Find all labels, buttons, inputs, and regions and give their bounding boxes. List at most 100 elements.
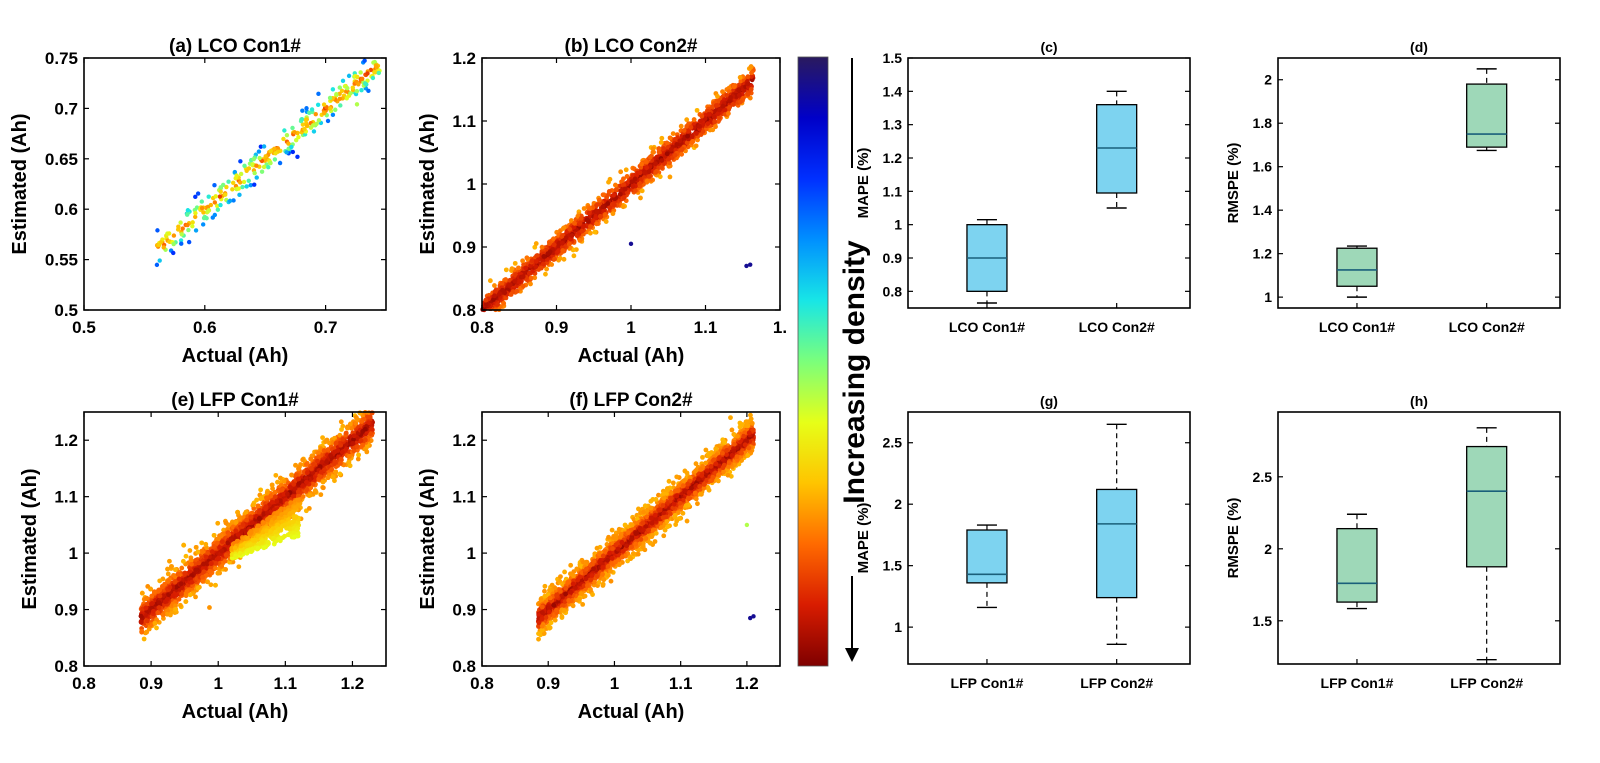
scatter-point <box>215 570 221 576</box>
scatter-point <box>528 275 534 281</box>
scatter-point <box>705 121 711 127</box>
scatter-point <box>606 189 612 194</box>
scatter-point <box>256 523 262 529</box>
scatter-point <box>275 146 281 151</box>
scatter-point <box>355 74 360 80</box>
scatter-point <box>586 210 592 216</box>
scatter-point <box>169 564 174 569</box>
scatter-point <box>304 106 309 111</box>
scatter-point <box>162 581 168 587</box>
scatter-point <box>213 582 218 588</box>
scatter-point <box>152 620 158 626</box>
scatter-point <box>512 260 518 266</box>
scatter-point <box>726 85 732 91</box>
scatter-point <box>264 510 270 516</box>
scatter-point <box>138 619 144 625</box>
scatter-point <box>275 511 280 517</box>
scatter-point <box>165 571 171 577</box>
scatter-point <box>232 545 238 551</box>
scatter-point <box>588 224 593 230</box>
scatter-point <box>316 118 322 123</box>
scatter-point <box>503 295 509 301</box>
scatter-point <box>273 472 279 478</box>
scatter-point <box>316 454 322 460</box>
scatter-point <box>337 96 343 101</box>
scatter-point <box>289 144 294 150</box>
scatter-point <box>681 128 687 133</box>
scatter-point <box>327 95 333 101</box>
scatter-point <box>623 167 629 173</box>
scatter-point <box>272 157 278 162</box>
scatter-point <box>694 131 699 136</box>
scatter-point <box>193 594 198 600</box>
scatter-point <box>346 73 352 79</box>
scatter-point <box>711 113 717 119</box>
scatter-point <box>286 141 291 146</box>
scatter-point <box>358 438 364 443</box>
scatter-point <box>259 169 265 174</box>
scatter-point <box>255 503 261 509</box>
scatter-point <box>282 533 288 539</box>
scatter-point <box>296 497 301 503</box>
scatter-point <box>566 241 572 247</box>
scatter-point <box>179 565 185 571</box>
scatter-panel-f: 0.8 0.9 1 1.1 1.20.80.911.11.2(f) LFP Con2#A… <box>417 390 781 723</box>
scatter-point <box>581 206 587 211</box>
scatter-point <box>612 182 618 188</box>
scatter-point <box>164 611 170 617</box>
scatter-point <box>310 123 316 128</box>
scatter-point <box>667 174 673 180</box>
scatter-point <box>314 121 319 127</box>
scatter-point <box>699 113 705 119</box>
scatter-point <box>309 107 315 112</box>
scatter-point <box>290 509 296 515</box>
scatter-point <box>684 123 690 129</box>
x-tick-label: 1.2 <box>341 674 365 693</box>
scatter-point <box>642 170 648 176</box>
scatter-point <box>199 206 205 211</box>
scatter-point <box>165 566 170 572</box>
scatter-point <box>587 230 593 236</box>
scatter-point <box>193 214 198 220</box>
scatter-point <box>330 87 336 92</box>
scatter-point <box>193 228 199 233</box>
scatter-point <box>526 270 532 276</box>
scatter-point <box>144 629 150 635</box>
scatter-point <box>720 103 726 109</box>
scatter-point <box>288 500 294 506</box>
scatter-point <box>333 107 338 112</box>
scatter-point <box>639 188 645 194</box>
scatter-point <box>155 610 161 616</box>
scatter-point <box>620 204 626 210</box>
scatter-point <box>567 226 573 232</box>
scatter-point <box>261 545 267 551</box>
scatter-point <box>258 144 264 149</box>
scatter-point <box>196 560 202 566</box>
scatter-point <box>236 564 242 570</box>
scatter-point <box>218 189 223 194</box>
scatter-point <box>252 170 257 176</box>
scatter-point <box>320 435 325 441</box>
scatter-point <box>321 448 327 453</box>
scatter-point <box>560 226 566 231</box>
scatter-point <box>261 164 267 170</box>
scatter-point <box>228 537 234 543</box>
scatter-point <box>624 173 630 179</box>
scatter-point <box>187 548 193 553</box>
scatter-point <box>528 281 533 287</box>
scatter-point <box>180 226 185 231</box>
scatter-point <box>167 558 172 564</box>
scatter-point <box>175 571 181 577</box>
scatter-point <box>745 74 751 80</box>
scatter-point <box>161 245 166 250</box>
scatter-point <box>259 495 264 501</box>
y-tick-label: 0.5 <box>54 301 78 320</box>
scatter-point <box>206 194 211 199</box>
scatter-point <box>679 146 685 152</box>
scatter-point <box>731 84 737 89</box>
x-axis-label: Actual (Ah) <box>182 345 289 367</box>
scatter-point <box>254 163 259 168</box>
scatter-point <box>315 458 320 464</box>
scatter-point <box>509 266 515 272</box>
scatter-point <box>321 110 327 116</box>
